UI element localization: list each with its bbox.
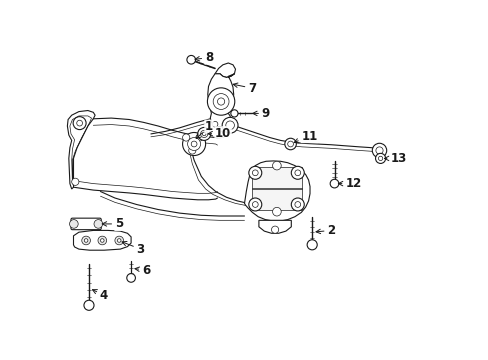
Circle shape: [306, 240, 317, 250]
Circle shape: [272, 161, 281, 170]
Circle shape: [202, 132, 205, 136]
Polygon shape: [244, 161, 309, 221]
Circle shape: [375, 153, 385, 163]
Circle shape: [217, 98, 224, 105]
Circle shape: [81, 236, 90, 245]
Polygon shape: [217, 130, 228, 139]
Circle shape: [200, 130, 207, 138]
Circle shape: [98, 236, 106, 245]
Circle shape: [182, 132, 205, 156]
Circle shape: [291, 166, 304, 179]
Circle shape: [248, 198, 261, 211]
Circle shape: [212, 121, 218, 127]
Circle shape: [188, 147, 196, 154]
Circle shape: [294, 170, 300, 176]
Circle shape: [271, 226, 278, 233]
FancyBboxPatch shape: [71, 218, 101, 230]
Circle shape: [378, 156, 382, 161]
Text: 11: 11: [294, 130, 317, 143]
Polygon shape: [258, 220, 291, 233]
Circle shape: [284, 138, 296, 150]
Circle shape: [287, 141, 293, 147]
Circle shape: [375, 147, 382, 154]
Polygon shape: [73, 230, 131, 250]
Circle shape: [252, 202, 258, 207]
Text: 9: 9: [252, 107, 269, 120]
Circle shape: [230, 110, 238, 117]
Text: 6: 6: [135, 264, 150, 276]
Text: 12: 12: [338, 177, 361, 190]
Circle shape: [207, 88, 234, 115]
Text: 10: 10: [207, 127, 231, 140]
Circle shape: [291, 198, 304, 211]
Circle shape: [72, 178, 79, 185]
Circle shape: [69, 220, 78, 228]
Text: 5: 5: [102, 217, 123, 230]
Circle shape: [117, 239, 121, 242]
Circle shape: [272, 207, 281, 216]
Circle shape: [84, 300, 94, 310]
Polygon shape: [215, 63, 235, 77]
Circle shape: [186, 55, 195, 64]
Circle shape: [252, 170, 258, 176]
Polygon shape: [67, 111, 95, 189]
Text: 7: 7: [233, 82, 256, 95]
Polygon shape: [207, 74, 234, 127]
Circle shape: [126, 274, 135, 282]
Circle shape: [115, 236, 123, 245]
Text: 8: 8: [195, 51, 213, 64]
Text: 4: 4: [92, 289, 108, 302]
Circle shape: [329, 179, 338, 188]
Circle shape: [191, 141, 197, 147]
Circle shape: [182, 134, 189, 141]
Circle shape: [187, 138, 200, 150]
Circle shape: [294, 202, 300, 207]
Circle shape: [248, 166, 261, 179]
Circle shape: [101, 239, 104, 242]
Text: 13: 13: [384, 152, 406, 165]
Polygon shape: [251, 167, 302, 210]
Circle shape: [222, 117, 238, 133]
Circle shape: [77, 120, 82, 126]
Circle shape: [223, 121, 229, 127]
Circle shape: [213, 94, 228, 109]
Circle shape: [197, 127, 210, 140]
Circle shape: [73, 117, 86, 130]
Circle shape: [94, 220, 102, 228]
Circle shape: [196, 134, 203, 141]
Text: 3: 3: [122, 242, 144, 256]
Circle shape: [225, 121, 234, 130]
Text: 2: 2: [315, 224, 335, 237]
Text: 1: 1: [196, 120, 213, 139]
Circle shape: [371, 143, 386, 158]
Circle shape: [84, 239, 88, 242]
